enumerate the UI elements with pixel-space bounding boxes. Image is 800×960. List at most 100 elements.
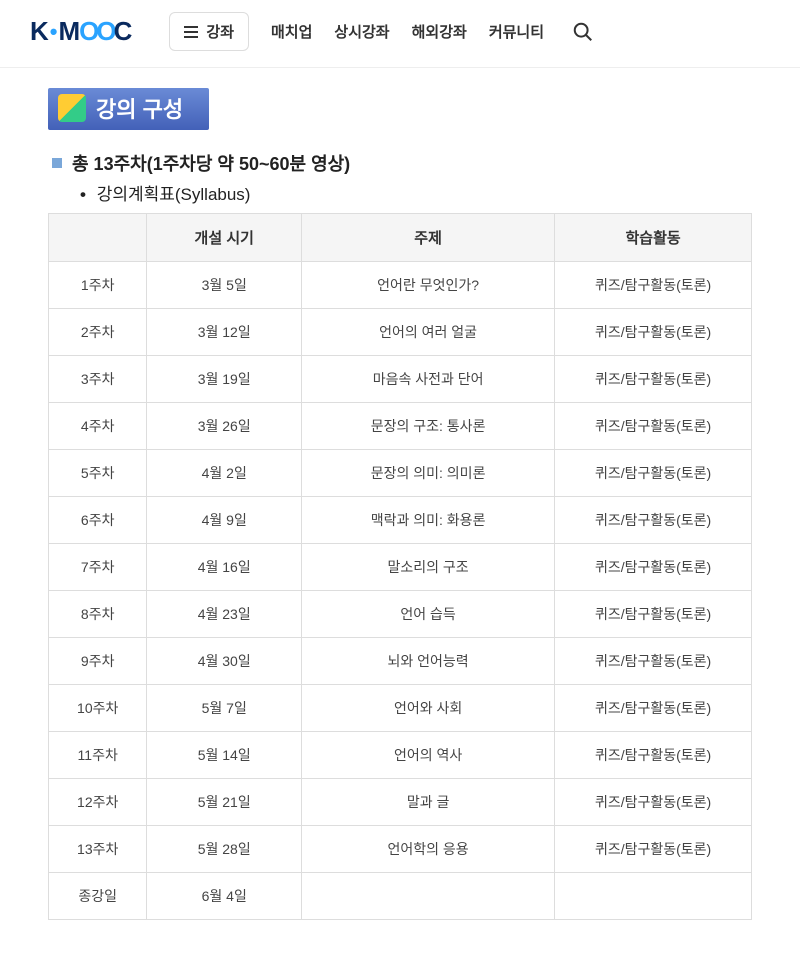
table-cell: 퀴즈/탐구활동(토론) bbox=[555, 732, 752, 779]
table-cell: 언어와 사회 bbox=[302, 685, 555, 732]
logo-oo: OO bbox=[79, 16, 113, 47]
table-row: 2주차3월 12일언어의 여러 얼굴퀴즈/탐구활동(토론) bbox=[49, 309, 752, 356]
dot-bullet-icon: • bbox=[80, 185, 92, 204]
table-cell: 퀴즈/탐구활동(토론) bbox=[555, 309, 752, 356]
table-cell: 언어의 여러 얼굴 bbox=[302, 309, 555, 356]
table-cell: 말과 글 bbox=[302, 779, 555, 826]
table-cell: 5주차 bbox=[49, 450, 147, 497]
table-cell: 5월 14일 bbox=[147, 732, 302, 779]
table-cell: 마음속 사전과 단어 bbox=[302, 356, 555, 403]
syllabus-label-row: • 강의계획표(Syllabus) bbox=[80, 180, 770, 205]
nav-link-overseas[interactable]: 해외강좌 bbox=[412, 21, 467, 42]
table-cell: 언어란 무엇인가? bbox=[302, 262, 555, 309]
table-cell: 4월 30일 bbox=[147, 638, 302, 685]
logo-m: M bbox=[58, 16, 79, 47]
logo-dot-icon: • bbox=[48, 19, 59, 45]
table-cell: 4월 16일 bbox=[147, 544, 302, 591]
table-cell: 13주차 bbox=[49, 826, 147, 873]
table-row: 1주차3월 5일언어란 무엇인가?퀴즈/탐구활동(토론) bbox=[49, 262, 752, 309]
table-row: 9주차4월 30일뇌와 언어능력퀴즈/탐구활동(토론) bbox=[49, 638, 752, 685]
summary-row: 총 13주차(1주차당 약 50~60분 영상) bbox=[52, 150, 770, 176]
section-title: 강의 구성 bbox=[48, 88, 209, 130]
site-header: K • M OO C 강좌 매치업 상시강좌 해외강좌 커뮤니티 bbox=[0, 0, 800, 68]
table-cell: 3월 5일 bbox=[147, 262, 302, 309]
table-cell: 4월 9일 bbox=[147, 497, 302, 544]
col-header-week bbox=[49, 214, 147, 262]
table-row: 13주차5월 28일언어학의 응용퀴즈/탐구활동(토론) bbox=[49, 826, 752, 873]
table-cell: 퀴즈/탐구활동(토론) bbox=[555, 685, 752, 732]
main-nav: 강좌 매치업 상시강좌 해외강좌 커뮤니티 bbox=[169, 12, 594, 51]
table-row: 5주차4월 2일문장의 의미: 의미론퀴즈/탐구활동(토론) bbox=[49, 450, 752, 497]
table-cell: 퀴즈/탐구활동(토론) bbox=[555, 779, 752, 826]
col-header-activity: 학습활동 bbox=[555, 214, 752, 262]
syllabus-table: 개설 시기 주제 학습활동 1주차3월 5일언어란 무엇인가?퀴즈/탐구활동(토… bbox=[48, 213, 752, 920]
col-header-topic: 주제 bbox=[302, 214, 555, 262]
nav-courses-button[interactable]: 강좌 bbox=[169, 12, 249, 51]
nav-link-matchup[interactable]: 매치업 bbox=[271, 21, 312, 42]
table-row: 6주차4월 9일맥락과 의미: 화용론퀴즈/탐구활동(토론) bbox=[49, 497, 752, 544]
table-cell: 퀴즈/탐구활동(토론) bbox=[555, 638, 752, 685]
search-icon[interactable] bbox=[572, 21, 594, 43]
table-cell: 언어 습득 bbox=[302, 591, 555, 638]
table-cell: 3주차 bbox=[49, 356, 147, 403]
table-cell: 7주차 bbox=[49, 544, 147, 591]
table-cell: 5월 21일 bbox=[147, 779, 302, 826]
table-cell: 퀴즈/탐구활동(토론) bbox=[555, 591, 752, 638]
table-cell: 퀴즈/탐구활동(토론) bbox=[555, 544, 752, 591]
logo[interactable]: K • M OO C bbox=[30, 16, 131, 47]
table-head: 개설 시기 주제 학습활동 bbox=[49, 214, 752, 262]
nav-courses-label: 강좌 bbox=[206, 21, 234, 42]
table-cell: 10주차 bbox=[49, 685, 147, 732]
nav-link-ongoing[interactable]: 상시강좌 bbox=[334, 21, 389, 42]
table-row: 3주차3월 19일마음속 사전과 단어퀴즈/탐구활동(토론) bbox=[49, 356, 752, 403]
table-cell: 말소리의 구조 bbox=[302, 544, 555, 591]
table-cell: 9주차 bbox=[49, 638, 147, 685]
table-cell: 문장의 의미: 의미론 bbox=[302, 450, 555, 497]
table-row: 10주차5월 7일언어와 사회퀴즈/탐구활동(토론) bbox=[49, 685, 752, 732]
table-cell: 문장의 구조: 통사론 bbox=[302, 403, 555, 450]
table-cell: 1주차 bbox=[49, 262, 147, 309]
table-cell: 8주차 bbox=[49, 591, 147, 638]
table-cell: 11주차 bbox=[49, 732, 147, 779]
table-cell bbox=[555, 873, 752, 920]
nav-link-community[interactable]: 커뮤니티 bbox=[489, 21, 544, 42]
table-cell: 퀴즈/탐구활동(토론) bbox=[555, 403, 752, 450]
table-cell: 6주차 bbox=[49, 497, 147, 544]
table-body: 1주차3월 5일언어란 무엇인가?퀴즈/탐구활동(토론)2주차3월 12일언어의… bbox=[49, 262, 752, 920]
table-cell: 12주차 bbox=[49, 779, 147, 826]
table-cell: 4주차 bbox=[49, 403, 147, 450]
table-cell: 3월 12일 bbox=[147, 309, 302, 356]
table-row: 종강일6월 4일 bbox=[49, 873, 752, 920]
table-cell: 맥락과 의미: 화용론 bbox=[302, 497, 555, 544]
table-row: 11주차5월 14일언어의 역사퀴즈/탐구활동(토론) bbox=[49, 732, 752, 779]
table-row: 8주차4월 23일언어 습득퀴즈/탐구활동(토론) bbox=[49, 591, 752, 638]
table-cell: 3월 19일 bbox=[147, 356, 302, 403]
table-cell: 퀴즈/탐구활동(토론) bbox=[555, 450, 752, 497]
table-cell: 언어학의 응용 bbox=[302, 826, 555, 873]
table-cell: 뇌와 언어능력 bbox=[302, 638, 555, 685]
table-cell bbox=[302, 873, 555, 920]
table-cell: 4월 2일 bbox=[147, 450, 302, 497]
table-cell: 3월 26일 bbox=[147, 403, 302, 450]
table-cell: 4월 23일 bbox=[147, 591, 302, 638]
table-cell: 5월 7일 bbox=[147, 685, 302, 732]
logo-k: K bbox=[30, 16, 48, 47]
col-header-date: 개설 시기 bbox=[147, 214, 302, 262]
table-cell: 퀴즈/탐구활동(토론) bbox=[555, 826, 752, 873]
syllabus-label: 강의계획표(Syllabus) bbox=[97, 185, 251, 204]
table-cell: 퀴즈/탐구활동(토론) bbox=[555, 497, 752, 544]
table-cell: 5월 28일 bbox=[147, 826, 302, 873]
table-cell: 6월 4일 bbox=[147, 873, 302, 920]
table-cell: 퀴즈/탐구활동(토론) bbox=[555, 262, 752, 309]
summary-text: 총 13주차(1주차당 약 50~60분 영상) bbox=[72, 150, 350, 176]
section-title-text: 강의 구성 bbox=[96, 92, 183, 124]
hamburger-icon bbox=[184, 26, 198, 38]
table-cell: 2주차 bbox=[49, 309, 147, 356]
table-cell: 종강일 bbox=[49, 873, 147, 920]
table-row: 7주차4월 16일말소리의 구조퀴즈/탐구활동(토론) bbox=[49, 544, 752, 591]
table-row: 4주차3월 26일문장의 구조: 통사론퀴즈/탐구활동(토론) bbox=[49, 403, 752, 450]
table-row: 12주차5월 21일말과 글퀴즈/탐구활동(토론) bbox=[49, 779, 752, 826]
page-content: 강의 구성 총 13주차(1주차당 약 50~60분 영상) • 강의계획표(S… bbox=[0, 68, 800, 960]
table-cell: 언어의 역사 bbox=[302, 732, 555, 779]
logo-c: C bbox=[114, 16, 132, 47]
